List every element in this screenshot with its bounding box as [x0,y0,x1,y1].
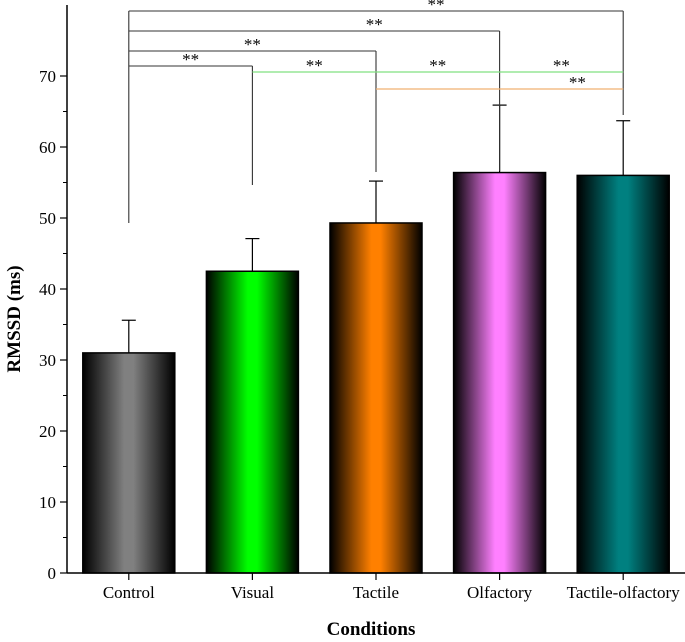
y-tick-label: 20 [39,422,56,441]
sig-label: ** [429,56,446,75]
x-tick-label: Tactile-olfactory [567,583,681,602]
x-axis-title: Conditions [327,619,416,637]
x-tick-label: Olfactory [467,583,533,602]
sig-label: ** [306,56,323,75]
bar-tactile-olfactory [576,174,670,574]
sig-label: ** [569,73,586,92]
y-tick-label: 50 [39,209,56,228]
sig-label: ** [244,35,261,54]
y-tick-label: 60 [39,138,56,157]
bar-tactile [329,222,423,574]
bar-visual [205,270,300,574]
sig-label: ** [553,56,570,75]
sig-label: ** [182,50,199,69]
x-tick-label: Control [103,583,155,602]
sig-label: ** [366,15,383,34]
y-tick-label: 40 [39,280,56,299]
sig-label: ** [428,0,445,14]
y-tick-label: 30 [39,351,56,370]
x-tick-label: Visual [231,583,275,602]
bar-olfactory [452,171,547,574]
y-tick-label: 10 [39,493,56,512]
y-tick-label: 0 [48,564,57,583]
bar-control [82,352,176,574]
x-tick-label: Tactile [353,583,399,602]
y-tick-label: 70 [39,67,56,86]
y-axis-title: RMSSD (ms) [4,265,25,372]
